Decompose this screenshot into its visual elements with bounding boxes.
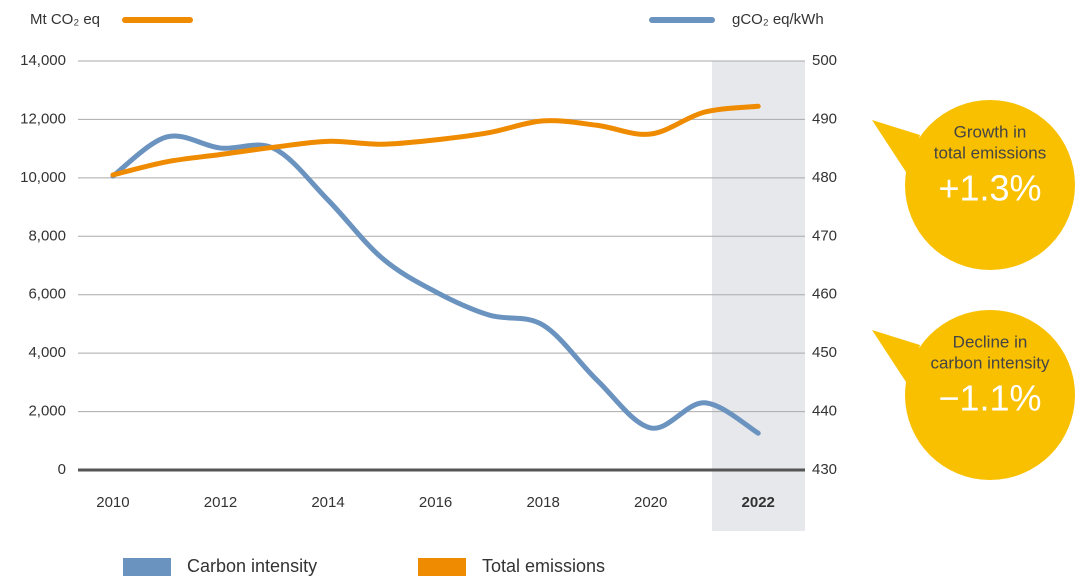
legend-swatch (123, 558, 171, 576)
y2-tick-label: 430 (812, 461, 837, 478)
callout-value: +1.3% (938, 168, 1041, 209)
x-tick-label: 2010 (96, 494, 129, 511)
y2-tick-label: 480 (812, 169, 837, 186)
y-tick-label: 8,000 (28, 227, 66, 244)
callout-bubble (905, 310, 1075, 480)
y-tick-label: 6,000 (28, 286, 66, 303)
callout-bubble (872, 330, 920, 385)
x-tick-label: 2022 (742, 494, 775, 511)
y-tick-label: 14,000 (20, 52, 66, 69)
highlight-band (712, 61, 805, 531)
y2-tick-label: 450 (812, 344, 837, 361)
callout-text: carbon intensity (930, 353, 1050, 372)
callout-bubble (905, 100, 1075, 270)
y2-tick-label: 470 (812, 227, 837, 244)
x-tick-label: 2012 (204, 494, 237, 511)
y2-tick-label: 500 (812, 52, 837, 69)
y-tick-label: 0 (58, 461, 66, 478)
callout-text: total emissions (934, 143, 1046, 162)
y2-tick-label: 490 (812, 110, 837, 127)
y-tick-label: 12,000 (20, 110, 66, 127)
x-tick-label: 2020 (634, 494, 667, 511)
y-tick-label: 10,000 (20, 169, 66, 186)
y2-tick-label: 440 (812, 403, 837, 420)
callout-text: Growth in (954, 122, 1027, 141)
legend-label: Total emissions (482, 556, 605, 576)
callout-value: −1.1% (938, 378, 1041, 419)
y-tick-label: 4,000 (28, 344, 66, 361)
x-tick-label: 2014 (311, 494, 344, 511)
x-tick-label: 2016 (419, 494, 452, 511)
series-line (110, 103, 761, 178)
callout-text: Decline in (953, 332, 1028, 351)
y-axis-label: Mt CO₂ eq (30, 11, 100, 28)
x-tick-label: 2018 (526, 494, 559, 511)
series-line (110, 133, 761, 436)
y2-tick-label: 460 (812, 286, 837, 303)
legend-label: Carbon intensity (187, 556, 317, 576)
y-tick-label: 2,000 (28, 403, 66, 420)
y2-axis-label: gCO₂ eq/kWh (732, 11, 824, 28)
legend-swatch (418, 558, 466, 576)
callout-bubble (872, 120, 920, 175)
